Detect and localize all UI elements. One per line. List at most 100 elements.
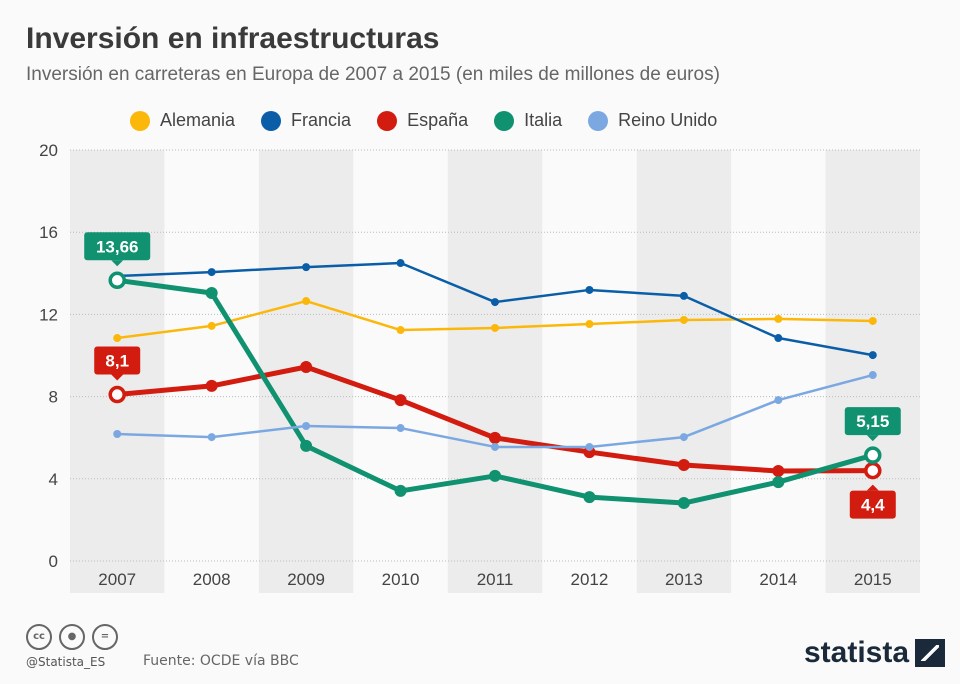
data-point <box>205 379 218 392</box>
data-point <box>679 315 688 324</box>
x-tick-label: 2011 <box>477 570 514 589</box>
data-point <box>396 326 405 335</box>
data-point <box>207 433 216 442</box>
x-tick-label: 2009 <box>287 570 325 589</box>
data-label: 5,15 <box>856 412 889 431</box>
x-tick-label: 2012 <box>571 570 609 589</box>
x-tick-label: 2008 <box>193 570 231 589</box>
data-point <box>207 321 216 330</box>
legend-swatch <box>494 110 515 131</box>
x-tick-label: 2015 <box>854 570 892 589</box>
logo-text: statista <box>804 636 910 669</box>
data-point <box>868 371 877 380</box>
data-point <box>396 259 405 268</box>
by-icon: ● <box>59 624 85 650</box>
data-point <box>302 297 311 306</box>
data-point <box>491 298 499 307</box>
data-label: 8,1 <box>105 352 129 371</box>
data-label: 13,66 <box>96 237 139 256</box>
data-point <box>868 316 877 325</box>
data-point <box>583 491 596 504</box>
data-point <box>868 351 877 360</box>
data-label-box <box>849 490 896 519</box>
data-point <box>113 334 122 343</box>
chart-title: Inversión en infraestructuras <box>26 22 440 55</box>
data-label-box <box>844 407 901 436</box>
y-tick-label: 0 <box>49 552 58 571</box>
column-band <box>447 150 543 593</box>
data-point <box>585 320 594 329</box>
data-point <box>774 314 783 323</box>
y-tick-label: 16 <box>39 223 58 242</box>
data-label-pointer <box>866 435 879 442</box>
data-label-box <box>94 346 141 375</box>
data-point <box>491 323 499 332</box>
data-point <box>772 476 785 489</box>
x-tick-label: 2013 <box>665 570 703 589</box>
data-label-pointer <box>111 374 124 381</box>
data-point <box>491 442 499 451</box>
data-label-pointer <box>111 260 124 267</box>
data-point <box>394 484 407 497</box>
highlight-point <box>108 271 126 290</box>
cc-icon: cc <box>26 624 52 650</box>
data-label: 4,4 <box>861 496 885 515</box>
data-point <box>679 291 688 300</box>
legend: Alemania Francia España Italia Reino Unido <box>130 110 717 131</box>
logo-mark-icon <box>915 639 946 667</box>
y-tick-label: 12 <box>39 305 58 324</box>
legend-item: España <box>377 110 468 131</box>
legend-label: España <box>407 110 469 130</box>
legend-label: Francia <box>291 110 352 130</box>
legend-item: Alemania <box>130 110 235 131</box>
data-point <box>302 263 311 272</box>
legend-label: Italia <box>524 110 563 130</box>
legend-label: Reino Unido <box>618 110 718 130</box>
data-point <box>396 424 405 433</box>
column-band <box>636 150 732 593</box>
legend-swatch <box>588 110 609 131</box>
data-point <box>394 394 407 407</box>
data-point <box>489 431 501 444</box>
data-point <box>205 287 218 300</box>
data-label-pointer <box>866 484 879 491</box>
legend-item: Italia <box>494 110 562 131</box>
statista-handle: @Statista_ES <box>26 655 106 669</box>
data-point <box>677 459 690 472</box>
legend-swatch <box>261 110 282 131</box>
data-point <box>774 396 783 405</box>
data-point <box>774 334 783 343</box>
legend-swatch <box>377 110 398 131</box>
chart-subtitle: Inversión en carreteras en Europa de 200… <box>26 64 720 85</box>
statista-logo: statista <box>804 636 946 670</box>
data-point <box>679 433 688 442</box>
legend-swatch <box>130 110 150 131</box>
legend-label: Alemania <box>160 110 236 130</box>
data-point <box>300 439 313 452</box>
highlight-point <box>864 461 882 480</box>
data-point <box>113 430 122 439</box>
x-tick-label: 2014 <box>759 570 797 589</box>
data-point <box>302 421 311 430</box>
data-point <box>489 469 501 482</box>
highlight-point <box>108 385 126 404</box>
y-tick-label: 8 <box>49 388 58 407</box>
data-point <box>585 442 594 451</box>
x-tick-label: 2007 <box>98 570 136 589</box>
data-point <box>207 268 216 277</box>
x-tick-label: 2010 <box>382 570 420 589</box>
data-label-box <box>84 232 151 261</box>
legend-item: Reino Unido <box>588 110 717 131</box>
data-point <box>585 285 594 294</box>
y-tick-label: 4 <box>49 470 58 489</box>
highlight-point <box>864 446 882 464</box>
source-note: Fuente: OCDE vía BBC <box>143 653 299 669</box>
data-point <box>772 464 785 477</box>
nd-icon: = <box>92 624 118 650</box>
y-tick-label: 20 <box>39 141 58 160</box>
data-point <box>300 361 313 374</box>
legend-item: Francia <box>261 110 351 131</box>
data-point <box>677 497 690 510</box>
